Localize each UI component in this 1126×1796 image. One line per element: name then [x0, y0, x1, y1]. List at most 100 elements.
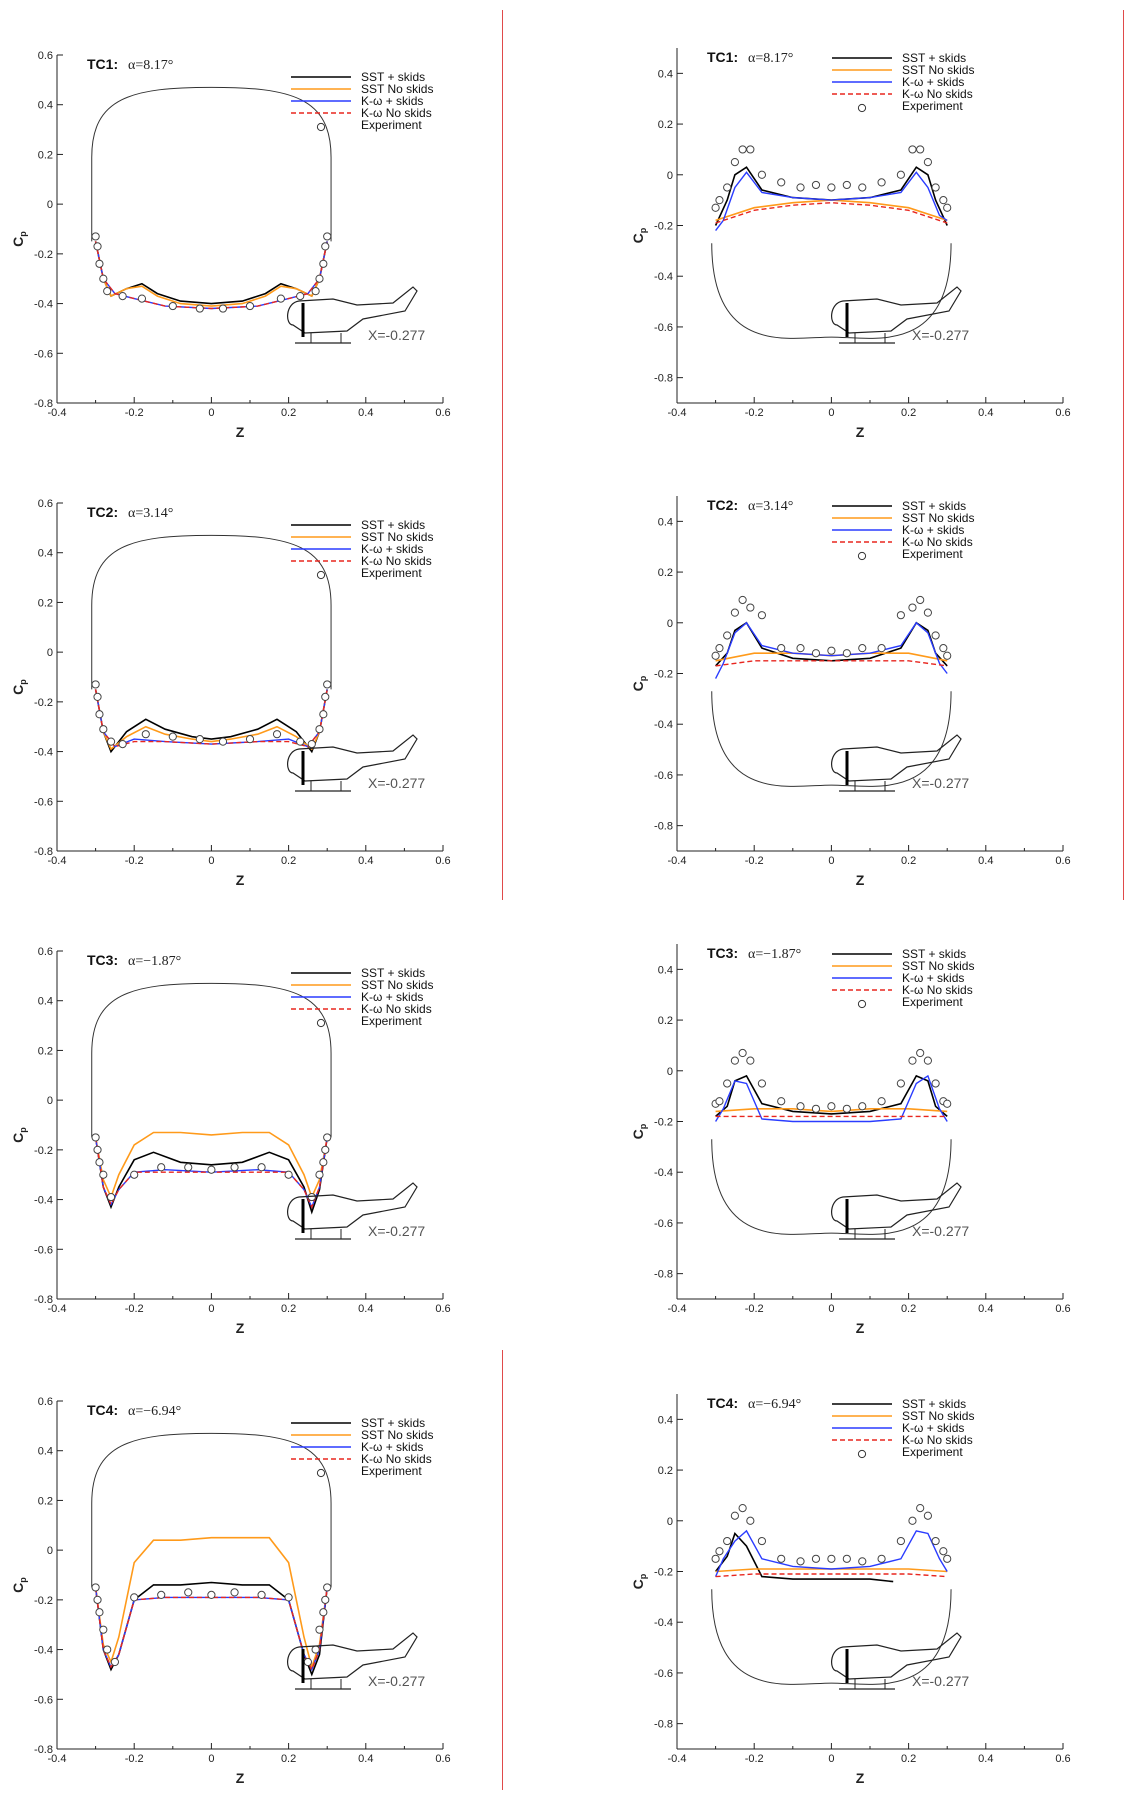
experiment-point — [896, 1079, 905, 1088]
experiment-point — [321, 1595, 330, 1604]
x-tick-label: -0.4 — [668, 855, 687, 867]
y-tick-label: 0.6 — [38, 946, 53, 958]
legend-swatch-experiment — [316, 122, 326, 132]
station-label: X=-0.277 — [912, 327, 969, 343]
experiment-point — [303, 1657, 312, 1667]
y-tick-label: 0 — [47, 199, 53, 211]
experiment-point — [723, 1079, 732, 1088]
y-tick-label: -0.4 — [654, 719, 673, 731]
x-tick-label: 0.6 — [435, 855, 450, 867]
y-tick-label: 0.4 — [38, 100, 53, 112]
y-tick-label: -0.4 — [654, 271, 673, 283]
experiment-point — [99, 725, 108, 734]
x-tick-label: -0.4 — [668, 1753, 687, 1765]
helicopter-silhouette-icon — [831, 286, 962, 334]
fuselage-section-outline — [711, 1139, 952, 1235]
chart-svg: -0.4 -0.2 0 0.2 0.4 0.6 -0.8 -0.6 -0.4 -0.2 0 0.2 0.… — [630, 48, 1071, 440]
x-axis-title: Z — [236, 872, 245, 888]
y-tick-label: 0 — [667, 1066, 673, 1078]
experiment-point — [877, 644, 886, 653]
x-axis-title: Z — [236, 1320, 245, 1336]
experiment-point — [195, 304, 204, 313]
x-tick-label: 0 — [828, 855, 834, 867]
helicopter-silhouette-icon — [831, 1632, 962, 1680]
legend-label: K-ω + skids — [361, 94, 423, 108]
x-tick-label: 0.2 — [281, 407, 296, 419]
y-tick-label: -0.6 — [654, 1218, 673, 1230]
chart-panel-tc3-right: -0.4 -0.2 0 0.2 0.4 0.6 -0.8 -0.6 -0.4 -0.2 0 0.2 0.… — [620, 896, 1120, 1341]
experiment-point — [321, 692, 330, 701]
y-tick-label: -0.4 — [34, 299, 53, 311]
x-tick-label: -0.2 — [745, 407, 764, 419]
y-tick-label: -0.2 — [34, 697, 53, 709]
series-line-sst-noskids — [94, 689, 328, 751]
x-tick-label: 0.4 — [358, 855, 373, 867]
experiment-point — [757, 170, 767, 179]
experiment-point — [777, 178, 786, 187]
chart-title-case: TC2: — [87, 504, 118, 520]
series-line-sst-noskids — [94, 241, 328, 307]
fuselage-section-outline — [711, 691, 952, 787]
x-tick-label: 0.2 — [901, 1303, 916, 1315]
experiment-point — [715, 196, 724, 205]
experiment-point — [106, 737, 116, 746]
y-tick-label: 0.2 — [658, 1465, 673, 1477]
helicopter-silhouette-icon — [287, 286, 418, 334]
y-tick-label: 0.2 — [658, 567, 673, 579]
experiment-point — [738, 145, 747, 154]
experiment-point — [746, 1516, 755, 1525]
y-tick-label: 0.4 — [38, 1446, 53, 1458]
experiment-point — [95, 1608, 104, 1617]
x-tick-label: 0 — [828, 1753, 834, 1765]
experiment-point — [319, 259, 328, 268]
experiment-point — [184, 1588, 193, 1597]
y-tick-label: -0.2 — [654, 669, 673, 681]
x-axis-title: Z — [236, 1770, 245, 1786]
experiment-point — [230, 1163, 239, 1172]
fuselage-section-outline — [711, 1589, 952, 1685]
experiment-point — [827, 1102, 836, 1111]
y-tick-label: -0.2 — [34, 1145, 53, 1157]
experiment-point — [923, 608, 932, 617]
legend-label: K-ω + skids — [902, 75, 964, 89]
x-tick-label: 0.6 — [435, 1753, 450, 1765]
y-tick-label: -0.8 — [34, 846, 53, 858]
legend-label: SST No skids — [361, 82, 433, 96]
chart-title-alpha: α=3.14° — [748, 499, 793, 514]
chart-title-case: TC3: — [87, 952, 118, 968]
experiment-point — [923, 158, 932, 167]
experiment-point — [858, 1557, 867, 1566]
experiment-point — [715, 1097, 724, 1106]
experiment-point — [931, 1079, 940, 1088]
x-axis-title: Z — [236, 424, 245, 440]
experiment-point — [103, 287, 112, 296]
experiment-point — [908, 1056, 917, 1065]
chart-panel-tc3-left: -0.4 -0.2 0 0.2 0.4 0.6 -0.8 -0.6 -0.4 -0.2 0 0.2 0.… — [0, 896, 500, 1341]
experiment-point — [757, 611, 767, 620]
y-tick-label: -0.8 — [34, 1744, 53, 1756]
experiment-point — [141, 730, 150, 739]
experiment-point — [939, 644, 948, 653]
x-axis-title: Z — [856, 1320, 865, 1336]
chart-title-alpha: α=8.17° — [128, 58, 173, 73]
y-axis-title: Cp — [10, 231, 28, 247]
experiment-point — [730, 1511, 740, 1520]
y-tick-label: 0.6 — [38, 498, 53, 510]
y-tick-label: 0.4 — [658, 68, 673, 80]
experiment-point — [730, 608, 740, 617]
helicopter-silhouette-icon — [287, 734, 418, 782]
chart-panel-tc1-right: -0.4 -0.2 0 0.2 0.4 0.6 -0.8 -0.6 -0.4 -0.2 0 0.2 0.… — [620, 0, 1120, 445]
experiment-point — [777, 644, 786, 653]
experiment-point — [319, 710, 328, 719]
chart-panel-tc1-left: -0.4 -0.2 0 0.2 0.4 0.6 -0.8 -0.6 -0.4 -0.2 0 0.2 0.… — [0, 0, 500, 445]
chart-svg: -0.4 -0.2 0 0.2 0.4 0.6 -0.8 -0.6 -0.4 -0.2 0 0.2 0.… — [630, 496, 1071, 888]
y-axis-title: Cp — [630, 1123, 648, 1139]
y-tick-label: -0.4 — [34, 1645, 53, 1657]
y-tick-label: 0 — [47, 1545, 53, 1557]
series-line-sst-noskids — [715, 1108, 948, 1113]
legend-label: K-ω + skids — [361, 990, 423, 1004]
helicopter-silhouette-icon — [287, 1632, 418, 1680]
y-tick-label: 0.4 — [38, 548, 53, 560]
chart-title-case: TC4: — [87, 1402, 118, 1418]
experiment-point — [931, 183, 940, 192]
